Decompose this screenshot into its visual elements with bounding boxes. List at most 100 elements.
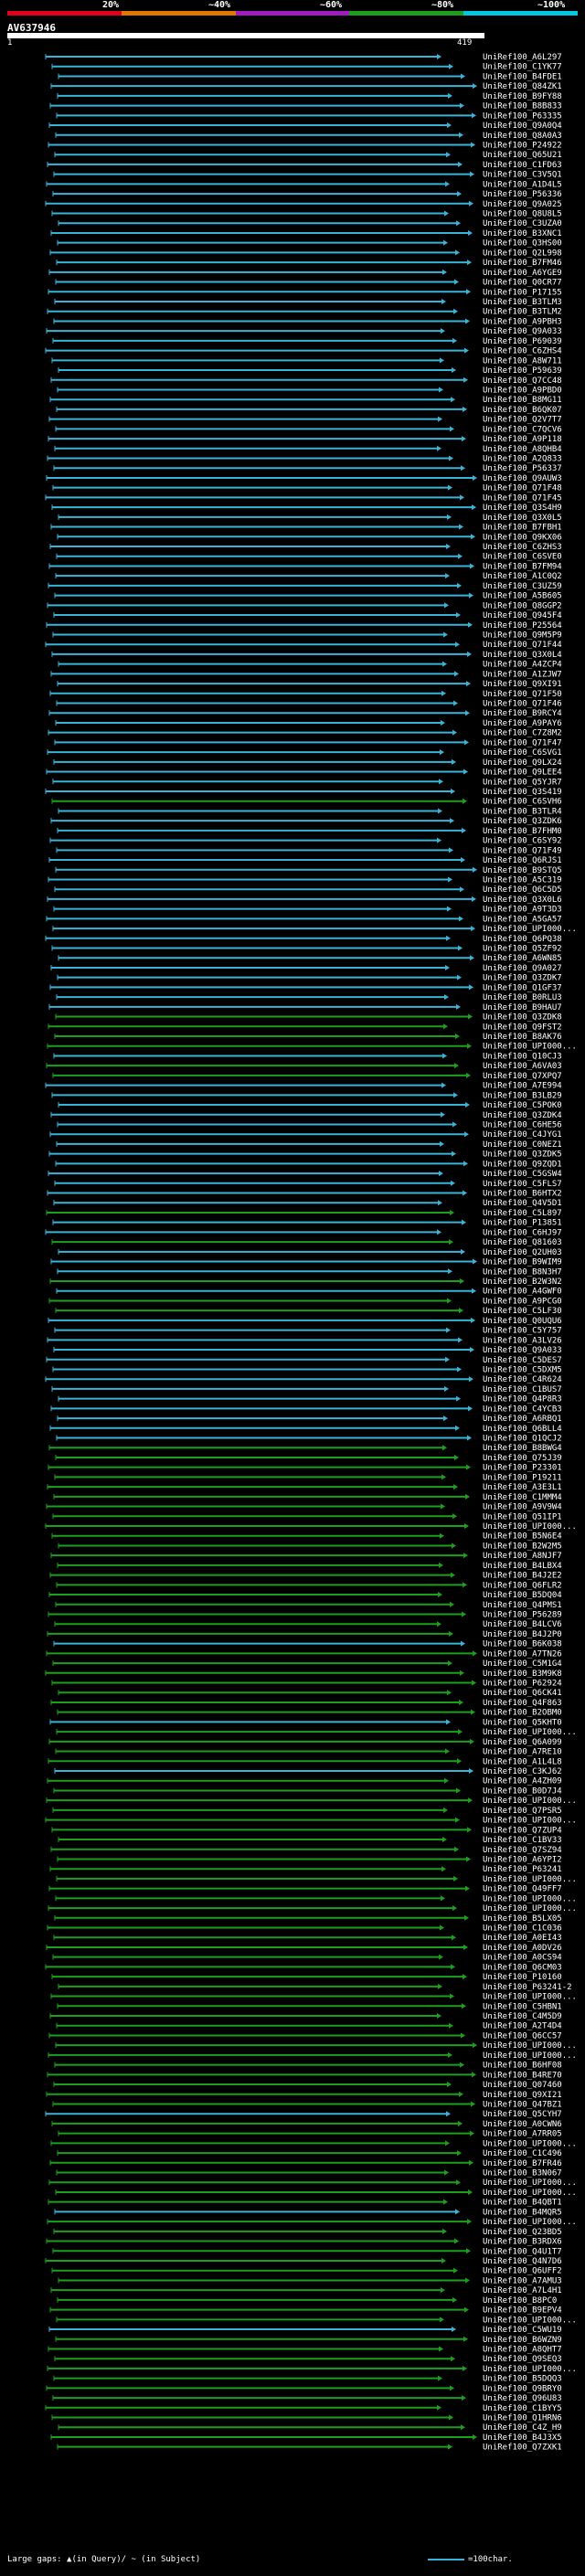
hit-label[interactable]: UniRef100_A2Q833 (483, 455, 562, 464)
hit-label[interactable]: UniRef100_Q6CM03 (483, 1963, 562, 1972)
hit-label[interactable]: UniRef100_A0CS94 (483, 1954, 562, 1963)
hit-label[interactable]: UniRef100_Q4U1T7 (483, 2247, 562, 2256)
hit-label[interactable]: UniRef100_B4J2E2 (483, 1572, 562, 1581)
hit-label[interactable]: UniRef100_UPI000... (483, 2316, 577, 2325)
hit-label[interactable]: UniRef100_Q75J39 (483, 1454, 562, 1463)
hit-label[interactable]: UniRef100_A0EI43 (483, 1934, 562, 1943)
hit-label[interactable]: UniRef100_C0NEZ1 (483, 1140, 562, 1150)
hit-label[interactable]: UniRef100_Q6PQ38 (483, 935, 562, 944)
hit-label[interactable]: UniRef100_Q71F46 (483, 700, 562, 709)
hit-label[interactable]: UniRef100_A5GA57 (483, 915, 562, 924)
hit-label[interactable]: UniRef100_C6SVE0 (483, 553, 562, 562)
hit-label[interactable]: UniRef100_Q6CK41 (483, 1689, 562, 1698)
hit-label[interactable]: UniRef100_Q71F49 (483, 846, 562, 855)
hit-label[interactable]: UniRef100_B3XNC1 (483, 229, 562, 239)
hit-label[interactable]: UniRef100_Q81603 (483, 1238, 562, 1247)
hit-label[interactable]: UniRef100_B9FY88 (483, 92, 562, 101)
hit-label[interactable]: UniRef100_Q8U8L5 (483, 210, 562, 219)
hit-label[interactable]: UniRef100_Q7PSR5 (483, 1807, 562, 1816)
hit-label[interactable]: UniRef100_B5N6E4 (483, 1532, 562, 1542)
hit-label[interactable]: UniRef100_P13851 (483, 1219, 562, 1228)
hit-label[interactable]: UniRef100_A8QHT7 (483, 2345, 562, 2354)
hit-label[interactable]: UniRef100_Q3ZDK5 (483, 1150, 562, 1160)
hit-label[interactable]: UniRef100_Q6FLR2 (483, 1581, 562, 1590)
hit-label[interactable]: UniRef100_A8QHB4 (483, 445, 562, 454)
hit-label[interactable]: UniRef100_B5DQQ3 (483, 2375, 562, 2384)
hit-label[interactable]: UniRef100_B8PC0 (483, 2296, 557, 2306)
hit-label[interactable]: UniRef100_A4ZCP4 (483, 661, 562, 670)
hit-label[interactable]: UniRef100_B7FBH1 (483, 524, 562, 533)
hit-label[interactable]: UniRef100_Q9A027 (483, 964, 562, 973)
hit-label[interactable]: UniRef100_Q945F4 (483, 611, 562, 620)
hit-label[interactable]: UniRef100_B4FDE1 (483, 72, 562, 81)
hit-label[interactable]: UniRef100_Q4V5D1 (483, 1199, 562, 1208)
hit-label[interactable]: UniRef100_A3E3L1 (483, 1483, 562, 1492)
hit-label[interactable]: UniRef100_B5LX05 (483, 1914, 562, 1924)
hit-label[interactable]: UniRef100_A4GWF0 (483, 1288, 562, 1297)
hit-label[interactable]: UniRef100_B6WZN9 (483, 2336, 562, 2345)
hit-label[interactable]: UniRef100_UPI000... (483, 1904, 577, 1913)
hit-label[interactable]: UniRef100_C5DXM5 (483, 1365, 562, 1374)
hit-label[interactable]: UniRef100_P19211 (483, 1473, 562, 1482)
hit-label[interactable]: UniRef100_Q6RJS1 (483, 856, 562, 865)
hit-label[interactable]: UniRef100_A5C319 (483, 875, 562, 885)
hit-label[interactable]: UniRef100_Q8A0A3 (483, 132, 562, 141)
hit-label[interactable]: UniRef100_P10160 (483, 1973, 562, 1982)
hit-label[interactable]: UniRef100_C1BV33 (483, 1836, 562, 1845)
hit-label[interactable]: UniRef100_Q9KX06 (483, 533, 562, 542)
hit-label[interactable]: UniRef100_Q9M5P9 (483, 631, 562, 640)
hit-label[interactable]: UniRef100_C4R624 (483, 1375, 562, 1384)
hit-label[interactable]: UniRef100_UPI000... (483, 1728, 577, 1737)
hit-label[interactable]: UniRef100_UPI000... (483, 1894, 577, 1903)
hit-label[interactable]: UniRef100_B5DQ04 (483, 1591, 562, 1600)
hit-label[interactable]: UniRef100_UPI000... (483, 2218, 577, 2227)
hit-label[interactable]: UniRef100_A1L4L8 (483, 1757, 562, 1766)
hit-label[interactable]: UniRef100_C4M5D9 (483, 2012, 562, 2021)
hit-label[interactable]: UniRef100_C5GSW4 (483, 1170, 562, 1179)
hit-label[interactable]: UniRef100_Q3S4H9 (483, 504, 562, 513)
hit-label[interactable]: UniRef100_Q1GF37 (483, 983, 562, 992)
hit-label[interactable]: UniRef100_A1D4L5 (483, 180, 562, 189)
hit-label[interactable]: UniRef100_A7L4H1 (483, 2286, 562, 2295)
hit-label[interactable]: UniRef100_B4J3X5 (483, 2433, 562, 2443)
hit-label[interactable]: UniRef100_Q0CR77 (483, 279, 562, 288)
hit-label[interactable]: UniRef100_A5B605 (483, 592, 562, 601)
hit-label[interactable]: UniRef100_B6QK07 (483, 406, 562, 415)
hit-label[interactable]: UniRef100_Q9SEQ3 (483, 2355, 562, 2364)
hit-label[interactable]: UniRef100_B8N3H7 (483, 1267, 562, 1277)
hit-label[interactable]: UniRef100_B3LB29 (483, 1091, 562, 1100)
hit-label[interactable]: UniRef100_B9EPV4 (483, 2306, 562, 2316)
hit-label[interactable]: UniRef100_C6HE56 (483, 1120, 562, 1129)
hit-label[interactable]: UniRef100_P63241-2 (483, 1983, 572, 1992)
hit-label[interactable]: UniRef100_B8BWG4 (483, 1444, 562, 1453)
hit-label[interactable]: UniRef100_C3UZ59 (483, 582, 562, 591)
hit-label[interactable]: UniRef100_B7FM46 (483, 259, 562, 268)
hit-label[interactable]: UniRef100_Q9A033 (483, 1346, 562, 1355)
hit-label[interactable]: UniRef100_B8B833 (483, 102, 562, 111)
hit-label[interactable]: UniRef100_C1YK77 (483, 63, 562, 72)
hit-label[interactable]: UniRef100_A9V9W4 (483, 1503, 562, 1512)
hit-label[interactable]: UniRef100_Q47BZ1 (483, 2100, 562, 2109)
hit-label[interactable]: UniRef100_B4J2P0 (483, 1630, 562, 1639)
hit-label[interactable]: UniRef100_Q1HRN6 (483, 2414, 562, 2423)
hit-label[interactable]: UniRef100_Q6A099 (483, 1738, 562, 1747)
hit-label[interactable]: UniRef100_Q9A033 (483, 327, 562, 336)
hit-label[interactable]: UniRef100_Q9FST2 (483, 1023, 562, 1032)
hit-label[interactable]: UniRef100_B8MG11 (483, 396, 562, 405)
hit-label[interactable]: UniRef100_A9PAY6 (483, 719, 562, 728)
hit-label[interactable]: UniRef100_B0D7J4 (483, 1786, 562, 1796)
hit-label[interactable]: UniRef100_B4RE70 (483, 2071, 562, 2080)
hit-label[interactable]: UniRef100_Q2L998 (483, 249, 562, 258)
hit-label[interactable]: UniRef100_Q71F48 (483, 484, 562, 493)
hit-label[interactable]: UniRef100_P56337 (483, 464, 562, 473)
hit-label[interactable]: UniRef100_A6YPI2 (483, 1855, 562, 1864)
hit-label[interactable]: UniRef100_Q6BLL4 (483, 1425, 562, 1434)
hit-label[interactable]: UniRef100_UPI000... (483, 2051, 577, 2061)
hit-label[interactable]: UniRef100_Q9A025 (483, 200, 562, 209)
hit-label[interactable]: UniRef100_B3TLR4 (483, 807, 562, 816)
hit-label[interactable]: UniRef100_A3LV26 (483, 1336, 562, 1345)
hit-label[interactable]: UniRef100_B3TLM3 (483, 298, 562, 307)
hit-label[interactable]: UniRef100_P59639 (483, 366, 562, 376)
hit-label[interactable]: UniRef100_C5WU19 (483, 2326, 562, 2335)
hit-label[interactable]: UniRef100_A7RE10 (483, 1748, 562, 1757)
